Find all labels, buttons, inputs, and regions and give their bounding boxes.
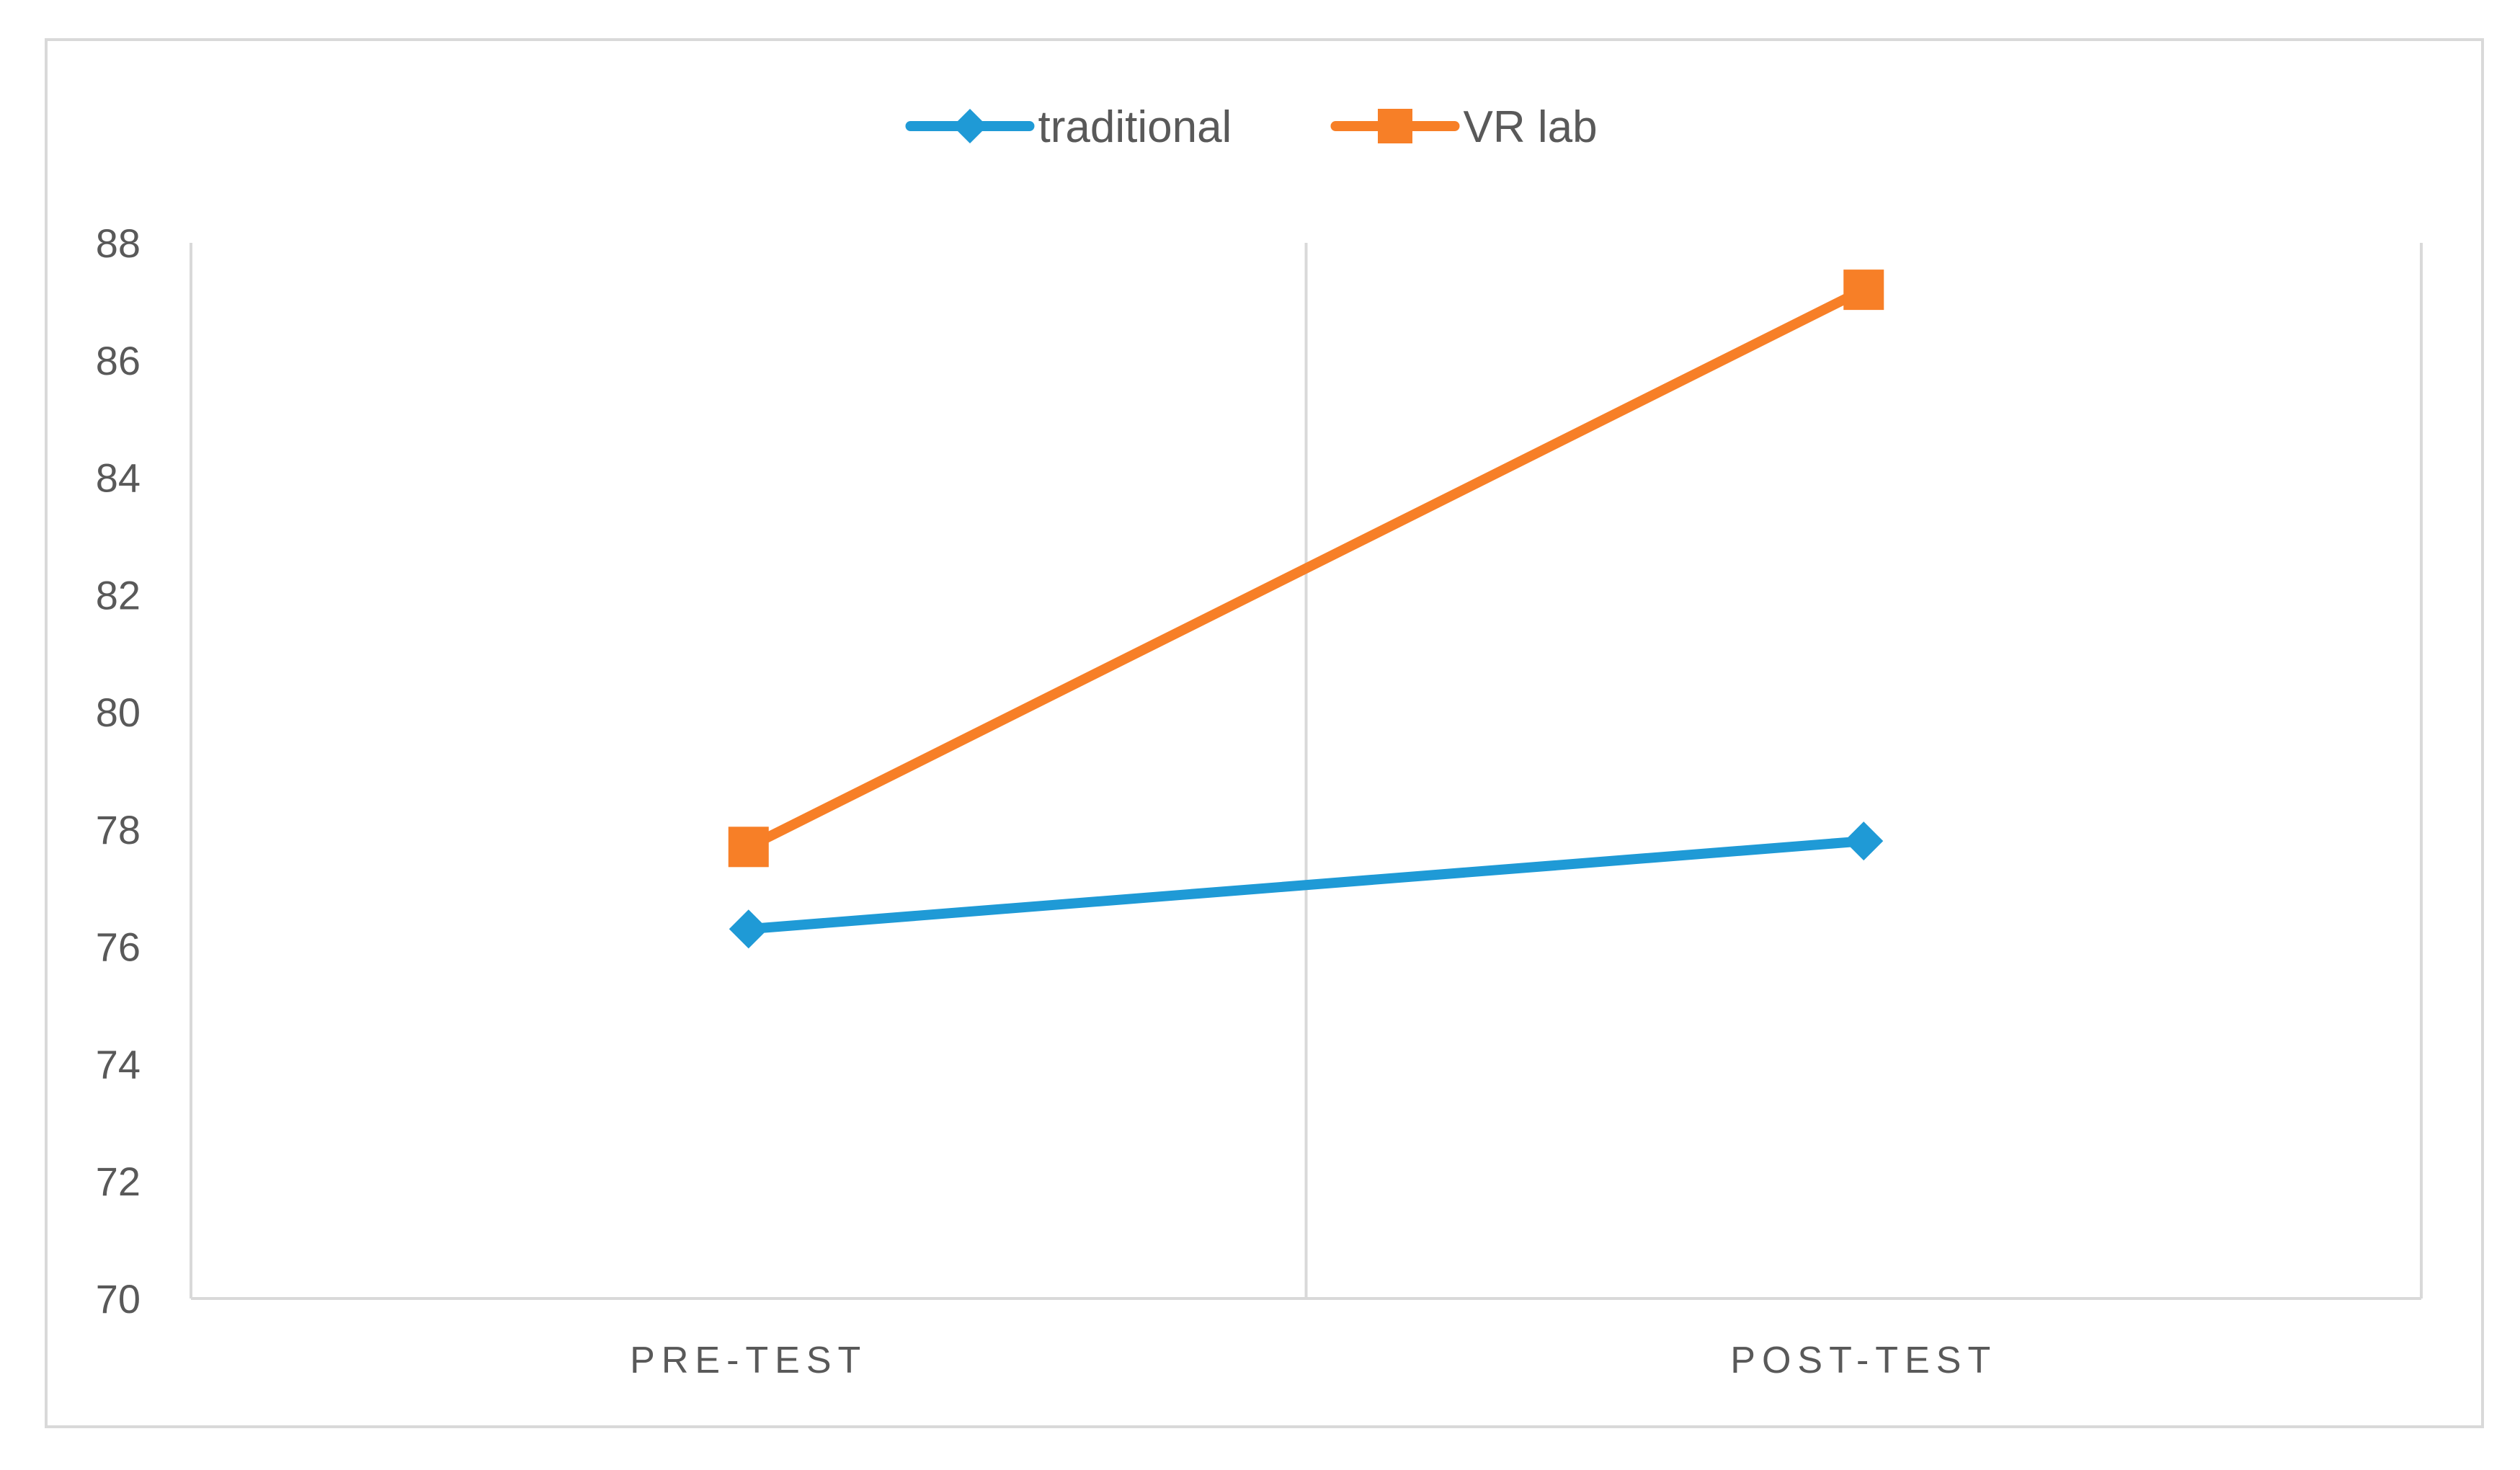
y-tick-label: 70 xyxy=(96,1276,141,1322)
y-tick-label: 74 xyxy=(96,1041,141,1087)
legend-label: traditional xyxy=(1038,102,1232,152)
legend: traditional VR lab xyxy=(905,102,1598,152)
legend-marker xyxy=(1378,109,1412,143)
data-point xyxy=(1844,821,1884,861)
legend-label: VR lab xyxy=(1464,102,1598,152)
legend-marker xyxy=(953,109,987,143)
y-axis: 70 72 74 76 78 80 82 84 86 88 xyxy=(96,220,141,1322)
x-axis: PRE-TEST POST-TEST xyxy=(191,1297,2421,1381)
legend-item: traditional xyxy=(905,102,1232,152)
x-tick-label: PRE-TEST xyxy=(630,1340,867,1381)
series-line xyxy=(743,285,1869,852)
y-tick-label: 82 xyxy=(96,572,141,618)
y-tick-label: 88 xyxy=(96,220,141,266)
series-square xyxy=(728,270,1884,868)
chart-border xyxy=(45,38,2484,1428)
data-point xyxy=(729,909,768,949)
y-tick-label: 84 xyxy=(96,455,141,501)
series-line xyxy=(743,836,1869,935)
data-point xyxy=(728,827,769,868)
series-diamond xyxy=(729,821,1884,949)
y-tick-label: 76 xyxy=(96,925,141,970)
data-point xyxy=(1843,270,1884,311)
y-tick-label: 78 xyxy=(96,807,141,852)
y-tick-label: 80 xyxy=(96,690,141,735)
gridlines xyxy=(190,243,2423,1298)
y-tick-label: 86 xyxy=(96,338,141,383)
y-tick-label: 72 xyxy=(96,1159,141,1204)
x-tick-label: POST-TEST xyxy=(1730,1340,1997,1381)
plot-area xyxy=(728,270,1884,949)
legend-item: VR lab xyxy=(1330,102,1598,152)
